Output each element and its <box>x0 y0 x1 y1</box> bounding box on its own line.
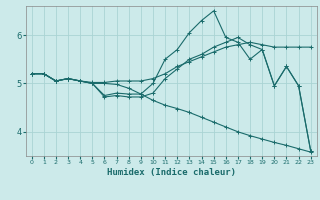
X-axis label: Humidex (Indice chaleur): Humidex (Indice chaleur) <box>107 168 236 177</box>
